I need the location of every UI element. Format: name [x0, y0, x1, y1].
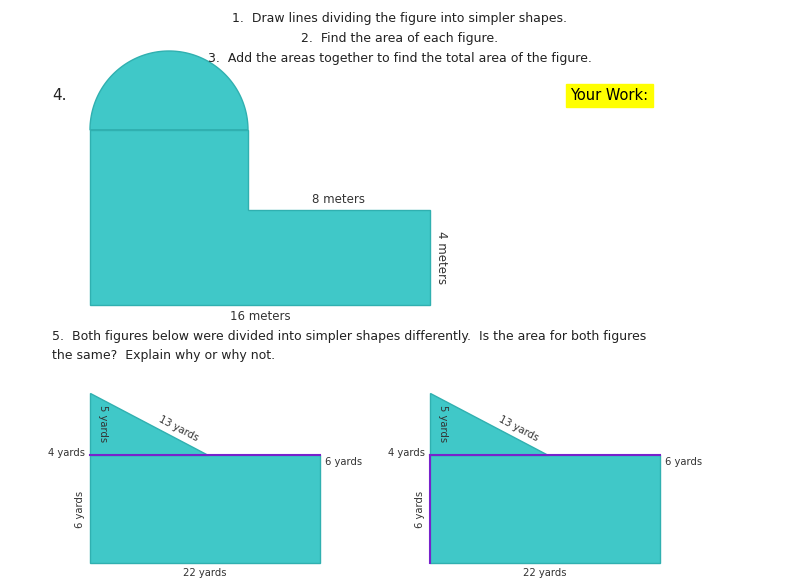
Text: 5 yards: 5 yards	[438, 406, 448, 442]
Text: 22 yards: 22 yards	[183, 568, 226, 578]
Text: 8 meters: 8 meters	[313, 193, 366, 206]
Text: 13 yards: 13 yards	[497, 414, 540, 443]
Text: 4 yards: 4 yards	[48, 448, 85, 458]
Polygon shape	[90, 51, 248, 130]
Text: 6 yards: 6 yards	[415, 491, 425, 527]
Polygon shape	[90, 130, 430, 305]
Text: Your Work:: Your Work:	[570, 88, 648, 103]
Text: 6 yards: 6 yards	[325, 457, 362, 467]
Text: 4 meters: 4 meters	[435, 231, 448, 284]
Text: 4.: 4.	[52, 88, 66, 103]
Text: the same?  Explain why or why not.: the same? Explain why or why not.	[52, 349, 275, 362]
Text: 13 yards: 13 yards	[157, 414, 200, 443]
Polygon shape	[90, 455, 320, 563]
Polygon shape	[90, 393, 208, 455]
Polygon shape	[430, 455, 660, 563]
Text: 22 yards: 22 yards	[523, 568, 566, 578]
Text: 1.  Draw lines dividing the figure into simpler shapes.: 1. Draw lines dividing the figure into s…	[233, 12, 567, 25]
Text: 6 yards: 6 yards	[75, 491, 85, 527]
Text: 2.  Find the area of each figure.: 2. Find the area of each figure.	[302, 32, 498, 45]
Text: 6 yards: 6 yards	[665, 457, 702, 467]
Text: 16 meters: 16 meters	[230, 310, 290, 323]
Text: 5.  Both figures below were divided into simpler shapes differently.  Is the are: 5. Both figures below were divided into …	[52, 330, 646, 343]
Text: 5 yards: 5 yards	[98, 406, 108, 442]
Text: 4 yards: 4 yards	[388, 448, 425, 458]
Text: 3.  Add the areas together to find the total area of the figure.: 3. Add the areas together to find the to…	[208, 52, 592, 65]
Polygon shape	[430, 393, 548, 455]
